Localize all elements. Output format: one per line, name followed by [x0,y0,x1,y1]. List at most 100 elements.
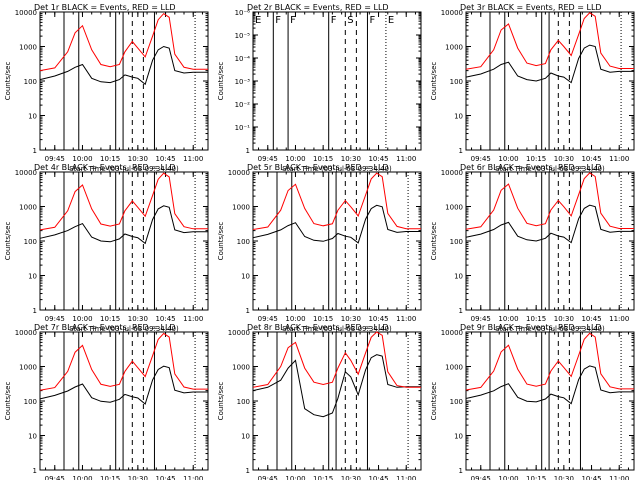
x-tick-label: 11:00 [396,155,416,163]
series-events-line [252,204,421,244]
y-tick-label: 10000 [441,9,463,17]
y-tick-label: 100 [450,238,463,246]
y-tick-label: 10 [454,433,463,441]
y-axis-label: Counts/sec [430,62,438,101]
y-tick-label: 1 [33,147,37,155]
y-tick-label: 100 [450,398,463,406]
y-tick-label: 10 [241,433,250,441]
x-axis-label: Start Time (03-Jul-03 09:34:40) [69,325,179,333]
series-lld-line [252,331,421,388]
x-tick-label: 10:15 [313,475,333,480]
x-tick-label: 10:00 [285,475,305,480]
y-axis-label: Counts/sec [4,222,12,261]
panel-title: Det 4r BLACK = Events, RED = LLD [34,163,176,172]
y-tick-label: 1 [459,467,463,475]
y-tick-label: 10 [454,113,463,121]
y-tick-label: 10 [28,433,37,441]
x-tick-label: 10:00 [285,315,305,323]
series-events-line [39,365,208,405]
y-tick-label: 100 [237,398,250,406]
plot-frame [465,11,635,151]
y-tick-label: 100 [24,78,37,86]
plot-frame [465,171,635,311]
x-tick-label: 10:00 [498,475,518,480]
x-tick-label: 10:00 [498,315,518,323]
y-tick-label: 1 [246,467,250,475]
x-tick-label: 10:15 [313,155,333,163]
x-axis-label: Start Time (03-Jul-03 09:34:40) [282,325,392,333]
x-tick-label: 11:00 [609,475,629,480]
x-tick-label: 10:30 [554,315,574,323]
y-axis-label: Counts/sec [217,62,225,101]
y-tick-label: 10⁻¹ [235,124,251,132]
event-marker-label: F [290,15,296,26]
x-tick-label: 09:45 [471,475,491,480]
x-tick-label: 10:45 [155,315,175,323]
x-tick-label: 10:15 [100,315,120,323]
y-axis-label: Counts/sec [4,62,12,101]
detector-panel-8: Det 8r BLACK = Events, RED = LLD 1 10 100 10… [217,323,422,480]
detector-panel-3: Det 3r BLACK = Events, RED = LLD 1 10 100 10… [430,3,635,173]
x-tick-label: 11:00 [609,315,629,323]
y-tick-label: 10⁻⁵ [235,32,251,40]
x-tick-label: 11:00 [183,475,203,480]
x-axis-label: Start Time (03-Jul-03 09:34:40) [495,165,605,173]
x-tick-label: 10:45 [155,475,175,480]
panel-title: Det 7r BLACK = Events, RED = LLD [34,323,176,332]
x-tick-label: 09:45 [258,315,278,323]
y-axis-label: Counts/sec [430,382,438,421]
series-lld-line [39,172,208,231]
y-tick-label: 10000 [15,329,37,337]
panel-title: Det 1r BLACK = Events, RED = LLD [34,3,176,12]
event-marker-label: E [388,15,394,26]
x-tick-label: 10:30 [554,475,574,480]
y-tick-label: 10 [241,273,250,281]
plot-frame [39,171,209,311]
x-tick-label: 10:15 [100,475,120,480]
x-tick-label: 10:30 [341,315,361,323]
y-tick-label: 1 [459,147,463,155]
y-tick-label: 10000 [441,169,463,177]
y-tick-label: 1 [33,307,37,315]
y-tick-label: 100 [450,78,463,86]
y-tick-label: 10 [454,273,463,281]
x-tick-label: 10:30 [341,475,361,480]
x-tick-label: 11:00 [396,315,416,323]
x-tick-label: 10:15 [100,155,120,163]
series-events-line [39,45,208,86]
x-tick-label: 10:30 [128,475,148,480]
panel-title: Det 5r BLACK = Events, RED = LLD [247,163,389,172]
series-events-line [252,354,421,418]
y-tick-label: 1 [33,467,37,475]
y-tick-label: 10 [28,113,37,121]
series-events-line [465,365,634,405]
x-tick-label: 10:15 [313,315,333,323]
x-tick-label: 10:00 [498,155,518,163]
x-tick-label: 10:30 [128,155,148,163]
y-tick-label: 1000 [232,204,250,212]
y-axis-label: Counts/sec [430,222,438,261]
y-tick-label: 10⁻³ [235,78,251,86]
series-lld-line [465,172,634,230]
y-tick-label: 1000 [232,364,250,372]
detector-panel-7: Det 7r BLACK = Events, RED = LLD 1 10 100 10… [4,323,209,480]
event-marker-label: F [369,15,375,26]
event-marker-label: E [255,15,261,26]
plot-frame [252,11,422,151]
y-tick-label: 100 [24,238,37,246]
y-tick-label: 1000 [445,364,463,372]
x-tick-label: 11:00 [183,155,203,163]
y-tick-label: 10⁻² [235,101,251,109]
panel-title: Det 3r BLACK = Events, RED = LLD [460,3,602,12]
y-tick-label: 10000 [15,169,37,177]
x-tick-label: 10:45 [581,315,601,323]
plot-frame [252,171,422,311]
x-tick-label: 09:45 [471,155,491,163]
y-tick-label: 1000 [19,44,37,52]
x-tick-label: 10:15 [526,475,546,480]
x-tick-label: 10:15 [526,315,546,323]
x-tick-label: 10:00 [72,315,92,323]
x-tick-label: 10:45 [368,475,388,480]
panel-title: Det 6r BLACK = Events, RED = LLD [460,163,602,172]
